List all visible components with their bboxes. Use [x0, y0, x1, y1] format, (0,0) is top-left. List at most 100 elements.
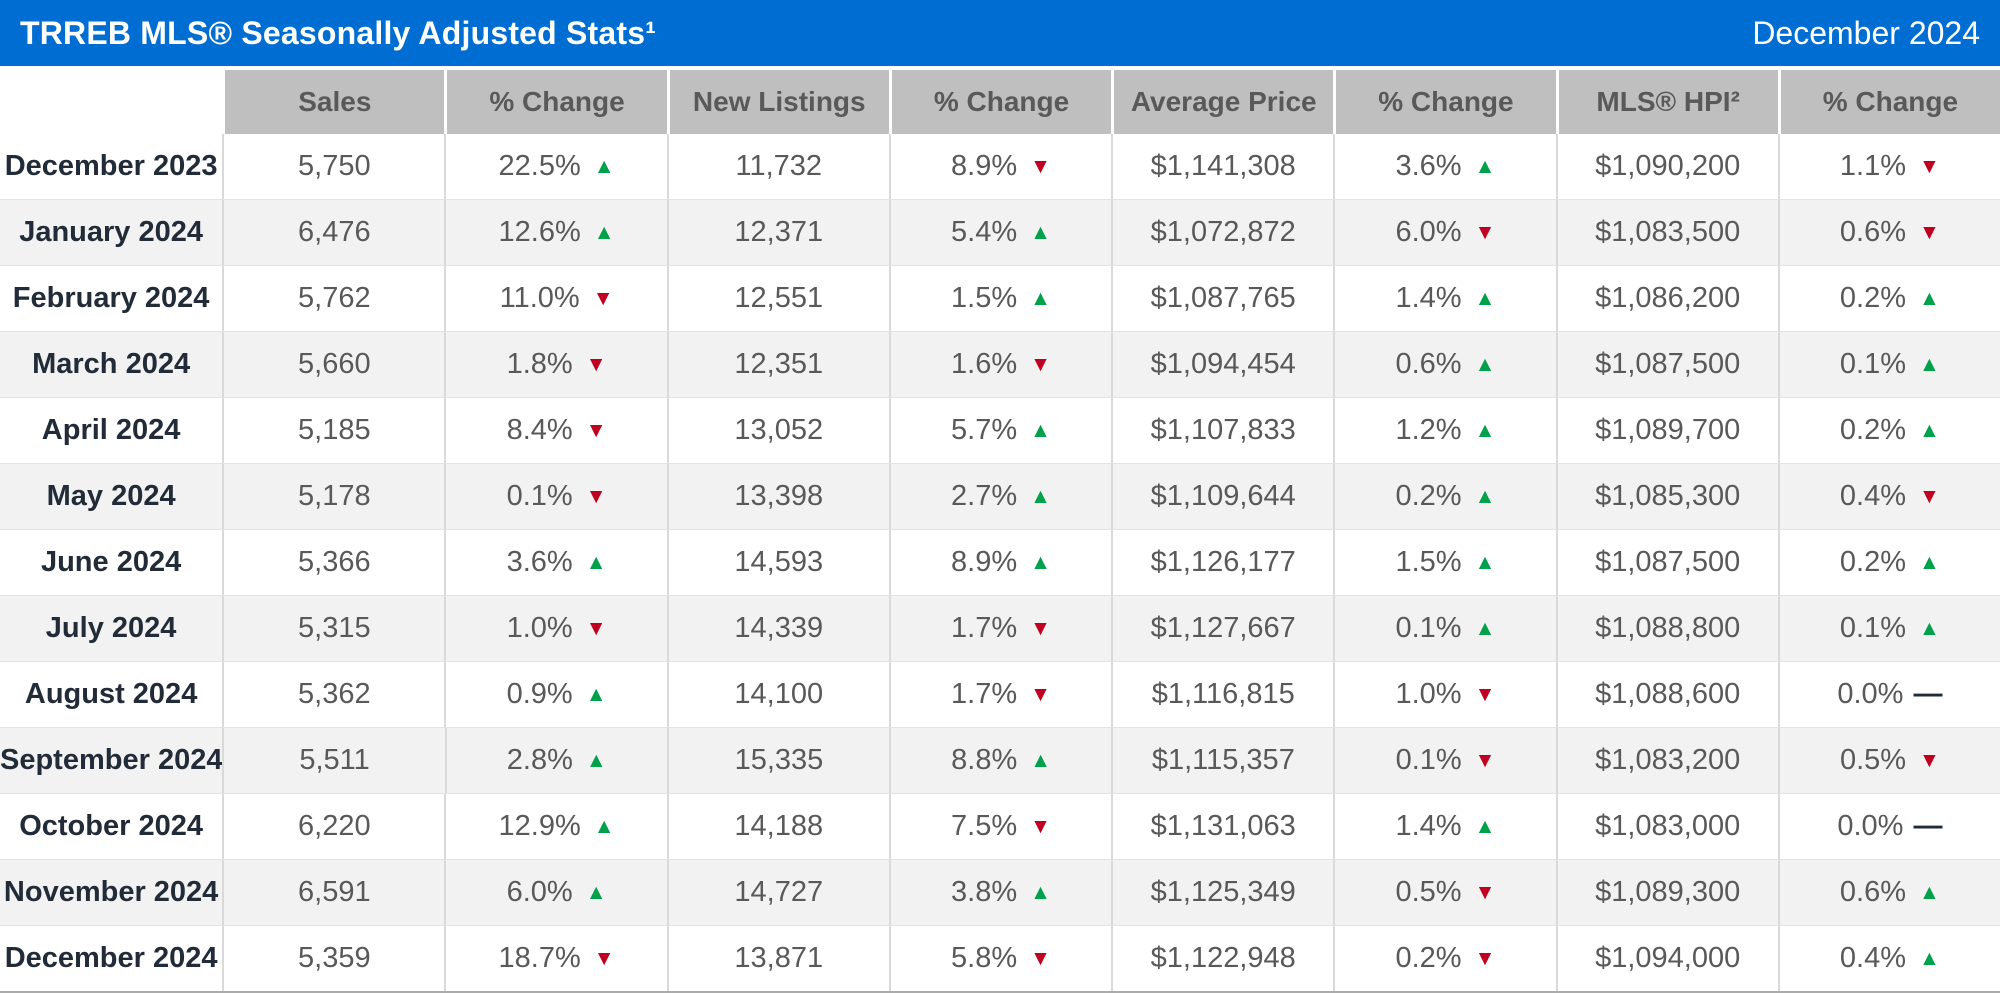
change-value: 3.6%	[506, 546, 573, 578]
change-value: 1.8%	[506, 348, 573, 380]
cell-hpi_change: 0.5% ▼	[1777, 728, 2000, 793]
cell-avg_price_change: 0.2% ▲	[1333, 464, 1555, 529]
trend-down-icon: ▼	[585, 617, 607, 640]
cell-hpi: $1,083,500	[1555, 200, 1778, 265]
row-label: November 2024	[3, 876, 219, 908]
trend-flat-icon: —	[1913, 678, 1943, 710]
cell-avg_price: $1,094,454	[1111, 332, 1333, 397]
trend-up-icon: ▲	[1919, 617, 1940, 640]
cell-hpi_change: 0.2% ▲	[1777, 530, 2000, 595]
trend-up-icon: ▲	[585, 683, 607, 706]
cell-new_listings_change: 5.8% ▼	[888, 926, 1111, 991]
cell-new_listings_change: 8.9% ▲	[888, 530, 1111, 595]
trend-up-icon: ▲	[585, 551, 607, 574]
header-cell-new_listings_change: % Change	[888, 70, 1112, 134]
header-cell-hpi_change: % Change	[1777, 70, 2000, 134]
row-label: April 2024	[41, 414, 181, 446]
trend-up-icon: ▲	[1474, 419, 1496, 442]
cell-hpi: $1,083,000	[1555, 794, 1778, 859]
cell-new_listings_change: 1.7% ▼	[888, 662, 1111, 727]
cell-hpi: $1,088,800	[1555, 596, 1778, 661]
row-label: June 2024	[40, 546, 182, 578]
trend-up-icon: ▲	[1030, 287, 1051, 310]
cell-sales_change: 1.0% ▼	[444, 596, 666, 661]
change-value: 1.4%	[1395, 810, 1462, 842]
table-row: May 2024 5,178 0.1% ▼ 13,398 2.7% ▲ $1,109,644 0…	[0, 463, 2000, 529]
trend-down-icon: ▼	[1919, 749, 1940, 772]
cell-sales_change: 8.4% ▼	[444, 398, 666, 463]
cell-avg_price: $1,116,815	[1111, 662, 1333, 727]
change-value: 0.5%	[1839, 744, 1907, 776]
cell-hpi: $1,085,300	[1555, 464, 1778, 529]
change-value: 1.0%	[1395, 678, 1462, 710]
cell-new_listings: 15,335	[666, 728, 889, 793]
cell-sales: 6,476	[222, 200, 444, 265]
change-value: 0.6%	[1839, 216, 1907, 248]
cell-avg_price: $1,122,948	[1111, 926, 1333, 991]
cell-sales: 5,185	[222, 398, 444, 463]
cell-sales_change: 0.9% ▲	[444, 662, 666, 727]
cell-avg_price_change: 1.2% ▲	[1333, 398, 1555, 463]
cell-avg_price_change: 1.0% ▼	[1333, 662, 1555, 727]
cell-sales: 5,762	[222, 266, 444, 331]
change-value: 5.7%	[951, 414, 1018, 446]
trend-down-icon: ▼	[1030, 353, 1051, 376]
header-cell-empty	[0, 70, 223, 134]
trend-up-icon: ▲	[1919, 419, 1940, 442]
change-value: 0.6%	[1839, 876, 1907, 908]
change-value: 0.6%	[1395, 348, 1462, 380]
trend-down-icon: ▼	[592, 287, 614, 310]
change-value: 0.1%	[1395, 612, 1462, 644]
report-period: December 2024	[1752, 14, 1980, 51]
change-value: 1.5%	[951, 282, 1018, 314]
cell-new_listings: 11,732	[666, 134, 889, 199]
cell-sales: 5,359	[222, 926, 444, 991]
cell-new_listings_change: 2.7% ▲	[888, 464, 1111, 529]
change-value: 0.0%	[1837, 810, 1904, 842]
cell-sales: 6,591	[222, 860, 444, 925]
trend-up-icon: ▲	[1030, 485, 1051, 508]
cell-hpi_change: 0.6% ▲	[1777, 860, 2000, 925]
change-value: 6.0%	[1395, 216, 1462, 248]
table-header-row: Sales% Change New Listings% Change Average…	[0, 70, 2000, 134]
cell-new_listings_change: 8.8% ▲	[889, 728, 1111, 793]
trend-up-icon: ▲	[1919, 551, 1940, 574]
cell-new_listings: 12,371	[666, 200, 889, 265]
table-row: November 2024 6,591 6.0% ▲ 14,727 3.8% ▲ $1,125…	[0, 859, 2000, 925]
trend-down-icon: ▼	[1030, 617, 1051, 640]
cell-new_listings: 14,339	[666, 596, 889, 661]
table-row: October 2024 6,220 12.9% ▲ 14,188 7.5% ▼ $1,131…	[0, 793, 2000, 859]
cell-hpi_change: 0.0% —	[1777, 662, 2000, 727]
trend-down-icon: ▼	[1474, 749, 1496, 772]
trend-up-icon: ▲	[1474, 287, 1496, 310]
cell-sales_change: 3.6% ▲	[444, 530, 666, 595]
cell-hpi: $1,086,200	[1555, 266, 1778, 331]
trend-up-icon: ▲	[1919, 353, 1940, 376]
cell-hpi: $1,094,000	[1555, 926, 1778, 991]
cell-sales_change: 11.0% ▼	[444, 266, 666, 331]
cell-new_listings: 12,551	[666, 266, 889, 331]
cell-hpi: $1,087,500	[1555, 530, 1778, 595]
cell-sales_change: 12.9% ▲	[444, 794, 666, 859]
trend-down-icon: ▼	[1030, 947, 1051, 970]
header-cell-sales_change: % Change	[444, 70, 667, 134]
table-row: June 2024 5,366 3.6% ▲ 14,593 8.9% ▲ $1,126,177…	[0, 529, 2000, 595]
trend-up-icon: ▲	[1030, 881, 1051, 904]
row-label: February 2024	[12, 282, 210, 314]
trend-down-icon: ▼	[1474, 947, 1496, 970]
table-body: December 2023 5,750 22.5% ▲ 11,732 8.9% ▼ $1,14…	[0, 134, 2000, 993]
cell-avg_price: $1,127,667	[1111, 596, 1333, 661]
table-row: April 2024 5,185 8.4% ▼ 13,052 5.7% ▲ $1,107,83…	[0, 397, 2000, 463]
cell-hpi: $1,083,200	[1555, 728, 1778, 793]
change-value: 0.1%	[1395, 744, 1462, 776]
change-value: 18.7%	[498, 942, 581, 974]
cell-new_listings: 14,100	[666, 662, 889, 727]
trend-up-icon: ▲	[1474, 815, 1496, 838]
change-value: 0.2%	[1839, 282, 1907, 314]
cell-hpi: $1,090,200	[1555, 134, 1778, 199]
trend-up-icon: ▲	[1030, 551, 1051, 574]
page-title: TRREB MLS® Seasonally Adjusted Stats¹	[20, 14, 657, 51]
trend-up-icon: ▲	[1474, 353, 1496, 376]
change-value: 7.5%	[951, 810, 1018, 842]
cell-avg_price_change: 0.5% ▼	[1333, 860, 1555, 925]
